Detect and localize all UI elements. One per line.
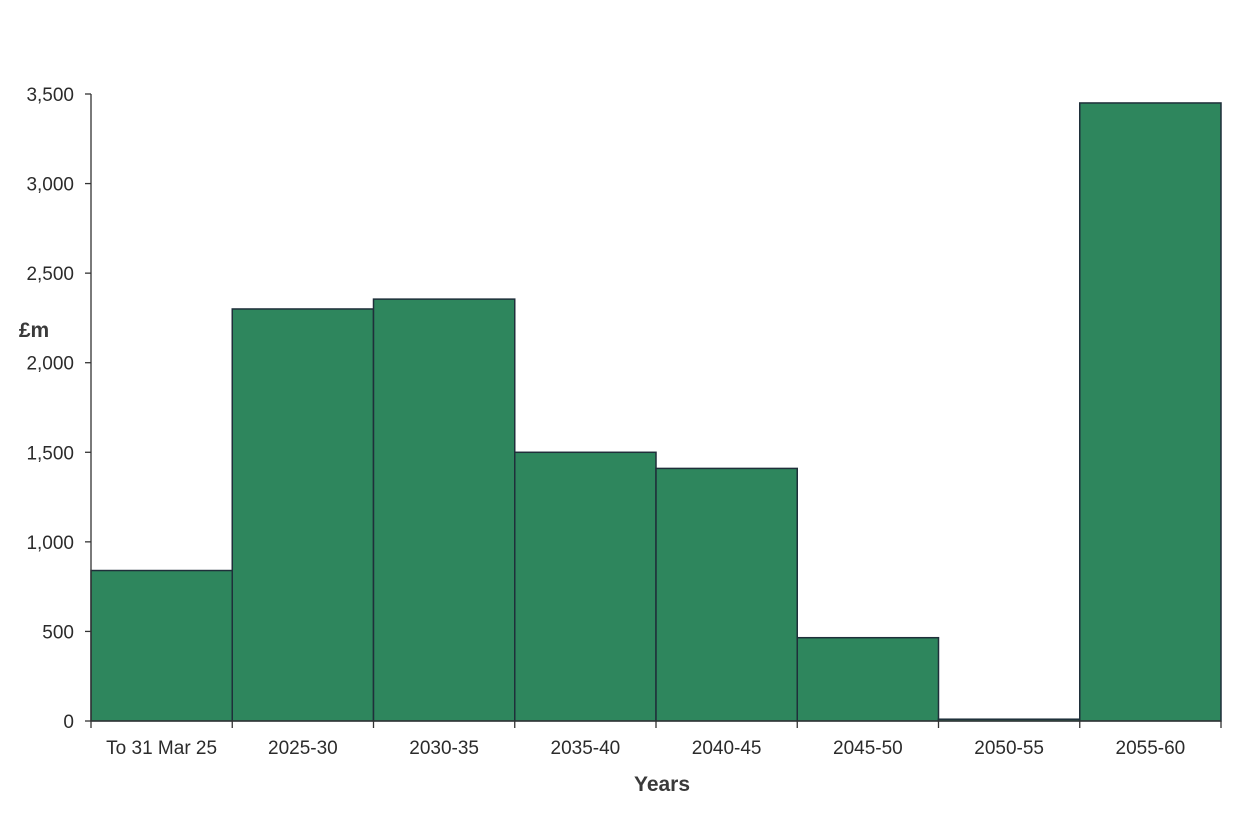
- x-tick-label: 2035-40: [551, 738, 621, 759]
- x-tick-label: 2025-30: [268, 738, 338, 759]
- bar-5: [796, 636, 940, 722]
- y-axis-title: £m: [19, 319, 49, 342]
- y-tick-label: 1,000: [26, 533, 74, 554]
- bars-group: [90, 102, 1222, 722]
- y-tick-label: 1,500: [26, 443, 74, 464]
- y-tick-label: 0: [63, 712, 74, 733]
- bar-1: [231, 308, 375, 722]
- y-ticks-group: 0 500 1,000 1,500 2,000 2,500 3,000 3,500: [26, 85, 91, 733]
- y-tick-label: 500: [42, 622, 74, 643]
- bar-0: [90, 569, 233, 722]
- x-tick-label: 2050-55: [974, 738, 1044, 759]
- x-ticks-group: To 31 Mar 25 2025-30 2030-35 2035-40 2040-45…: [90, 721, 1222, 759]
- y-tick-label: 2,500: [26, 264, 74, 285]
- y-tick-label: 2,000: [26, 354, 74, 375]
- x-tick-label: 2055-60: [1116, 738, 1186, 759]
- bar-2: [372, 298, 516, 722]
- bar-7: [1079, 102, 1222, 722]
- x-axis-title: Years: [634, 773, 690, 796]
- y-tick-label: 3,500: [26, 85, 74, 106]
- bar-3: [514, 451, 657, 722]
- x-tick-label: 2045-50: [833, 738, 903, 759]
- x-tick-label: 2030-35: [409, 738, 479, 759]
- x-tick-label: To 31 Mar 25: [106, 738, 217, 759]
- bar-4: [655, 467, 798, 722]
- y-tick-label: 3,000: [26, 175, 74, 196]
- x-tick-label: 2040-45: [692, 738, 762, 759]
